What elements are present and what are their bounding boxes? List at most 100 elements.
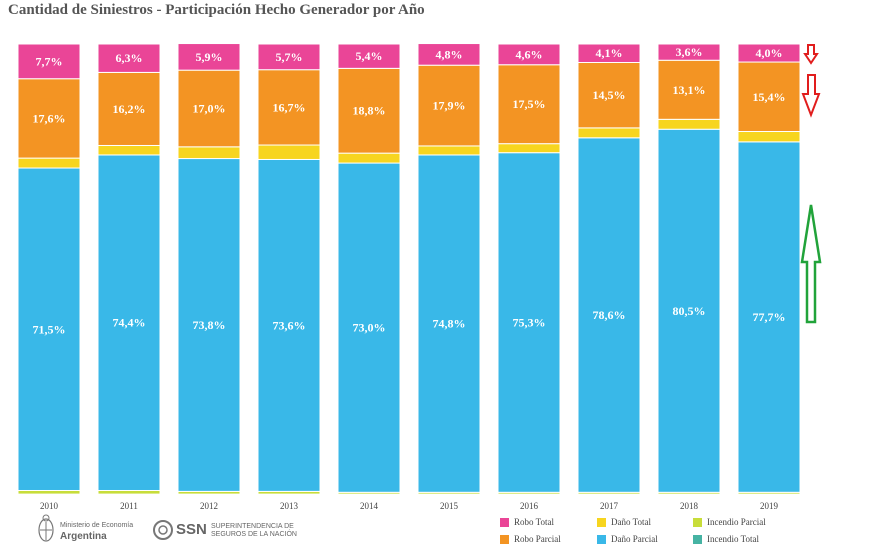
data-label-robo-parcial-2015: 17,9% [433,99,466,113]
data-label-robo-parcial-2019: 15,4% [753,90,786,104]
legend-swatch [597,517,606,527]
x-tick-label-2018: 2018 [680,501,699,511]
data-label-dano-parcial-2014: 73,0% [353,321,386,335]
legend-swatch [693,517,702,527]
ministerio-logo: Ministerio de Economía Argentina [32,512,142,548]
bar-segment-robo-total-2014 [337,43,401,69]
bar-segment-dano-parcial-2015 [417,154,481,493]
arrow-down-icon [803,44,819,65]
bar-segment-dano-parcial-2011 [97,154,161,491]
bar-segment-dano-total-2013 [257,144,321,160]
data-label-dano-parcial-2017: 78,6% [593,308,626,322]
data-label-dano-parcial-2012: 73,8% [193,318,226,332]
annotation-arrows [800,44,822,324]
bar-segment-dano-total-2010 [17,157,81,169]
bar-segment-dano-total-2019 [737,130,801,143]
data-label-robo-parcial-2011: 16,2% [113,102,146,116]
legend-swatch [597,534,606,544]
bar-segment-incendio-parcial-2010 [17,489,81,495]
bar-segment-robo-total-2011 [97,43,161,73]
data-label-robo-parcial-2010: 17,6% [33,111,66,125]
bar-segment-robo-total-2010 [17,43,81,80]
bar-segment-robo-parcial-2010 [17,78,81,159]
bar-segment-dano-total-2012 [177,146,241,160]
bar-segment-dano-total-2017 [577,127,641,139]
x-tick-label-2012: 2012 [200,501,218,511]
bar-segment-robo-total-2013 [257,43,321,71]
ssn-name-line1: SUPERINTENDENCIA DE [211,523,294,530]
bar-segment-dano-total-2018 [657,118,721,130]
data-label-robo-total-2012: 5,9% [196,50,223,64]
bar-segment-robo-parcial-2019 [737,61,801,132]
bar-segment-robo-total-2019 [737,43,801,63]
bar-segment-dano-parcial-2019 [737,141,801,493]
bar-segment-dano-total-2014 [337,152,401,164]
legend-label: Daño Total [611,517,651,527]
bar-segment-dano-parcial-2010 [17,167,81,491]
legend-label: Robo Parcial [514,534,561,544]
legend-item-dano-total: Daño Total [597,517,651,527]
legend-label: Incendio Total [707,534,759,544]
x-tick-labels: 2010 2011 2012 2013 2014 2015 2016 2017 2018 2019 [40,501,779,511]
data-label-robo-total-2011: 6,3% [116,51,143,65]
ssn-name-line2: SEGUROS DE LA NACIÓN [211,531,297,538]
data-label-dano-parcial-2013: 73,6% [273,318,306,332]
legend-item-dano-parcial: Daño Parcial [597,534,658,544]
coat-of-arms-icon [38,514,54,542]
data-label-dano-parcial-2016: 75,3% [513,315,546,329]
data-label-dano-parcial-2010: 71,5% [33,322,66,336]
data-label-robo-total-2015: 4,8% [436,47,463,61]
ministry-country: Argentina [60,531,107,542]
x-tick-label-2017: 2017 [600,501,619,511]
bar-segment-robo-total-2017 [577,43,641,63]
bar-segment-dano-total-2016 [497,143,561,154]
data-label-robo-total-2016: 4,6% [516,47,543,61]
arrow-up-icon [800,204,822,324]
legend-item-robo-total: Robo Total [500,517,554,527]
data-label-robo-parcial-2018: 13,1% [673,83,706,97]
bar-segment-dano-parcial-2016 [497,152,561,493]
legend-swatch [500,517,509,527]
data-label-robo-total-2013: 5,7% [276,50,303,64]
bar-segment-dano-parcial-2018 [657,128,721,493]
data-label-dano-parcial-2019: 77,7% [753,310,786,324]
data-labels-group: 71,5% 17,6% 7,7% 74,4% 16,2% 6,3% 73,8% 17,0% 5,… [33,45,786,336]
ministry-name: Ministerio de Economía [60,522,134,529]
bar-segment-robo-total-2015 [417,43,481,66]
legend-label: Daño Parcial [611,534,658,544]
x-tick-label-2011: 2011 [120,501,138,511]
chart-title: Cantidad de Siniestros - Participación H… [8,2,425,18]
ssn-emblem-icon [153,520,173,540]
bar-segment-robo-total-2016 [497,43,561,66]
bars-group [17,43,801,496]
legend-swatch [693,534,702,544]
data-label-dano-parcial-2011: 74,4% [113,316,146,330]
bar-segment-robo-parcial-2017 [577,61,641,129]
bar-segment-dano-total-2015 [417,145,481,156]
bar-segment-robo-parcial-2011 [97,71,161,146]
legend-label: Incendio Parcial [707,517,766,527]
legend-item-robo-parcial: Robo Parcial [500,534,561,544]
bar-segment-dano-parcial-2017 [577,137,641,493]
legend-item-incendio-total: Incendio Total [693,534,759,544]
data-label-robo-total-2014: 5,4% [356,49,383,63]
bar-segment-robo-total-2012 [177,43,241,71]
ssn-logo: SSN SUPERINTENDENCIA DE SEGUROS DE LA NA… [150,512,300,548]
data-label-dano-parcial-2015: 74,8% [433,317,466,331]
bar-segment-dano-total-2011 [97,144,161,156]
legend-swatch [500,534,509,544]
data-label-robo-total-2018: 3,6% [676,45,703,59]
bar-segment-incendio-parcial-2011 [97,489,161,495]
legend-item-incendio-parcial: Incendio Parcial [693,517,766,527]
data-label-robo-parcial-2012: 17,0% [193,101,226,115]
bar-segment-robo-parcial-2015 [417,64,481,147]
arrow-down-icon [801,74,821,118]
legend: Robo Total Daño Total Incendio Parcial Robo… [500,517,860,549]
data-label-dano-parcial-2018: 80,5% [673,304,706,318]
data-label-robo-parcial-2013: 16,7% [273,100,306,114]
bar-segment-robo-parcial-2018 [657,59,721,120]
ssn-abbreviation: SSN [176,521,207,538]
bar-segment-robo-parcial-2014 [337,67,401,154]
x-tick-label-2014: 2014 [360,501,379,511]
